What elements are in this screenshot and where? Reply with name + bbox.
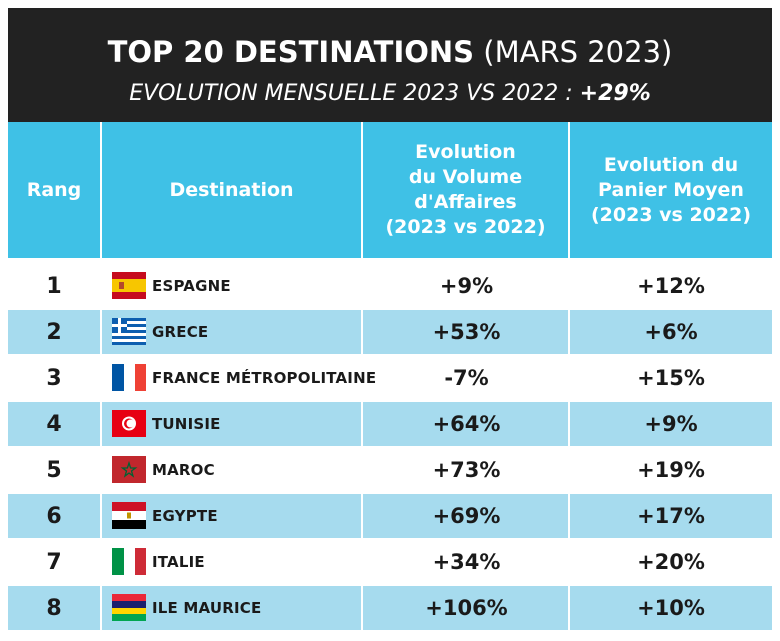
egypt-flag-icon [112, 502, 146, 529]
destination-cell: EGYPTE [152, 507, 218, 525]
header-divider [361, 122, 363, 258]
panier-cell: +15% [637, 366, 705, 390]
volume-cell: -7% [444, 366, 489, 390]
destination-cell: ESPAGNE [152, 277, 231, 295]
table-row: 5 MAROC +73% +19% [8, 448, 772, 492]
title-banner: TOP 20 DESTINATIONS (MARS 2023) EVOLUTIO… [8, 8, 772, 122]
subtitle-value: +29% [579, 81, 651, 106]
destination-cell: TUNISIE [152, 415, 221, 433]
panier-cell: +20% [637, 550, 705, 574]
mauritius-flag-icon [112, 594, 146, 621]
panier-cell: +6% [644, 320, 698, 344]
destination-cell: ITALIE [152, 553, 205, 571]
rank-cell: 2 [46, 319, 62, 345]
greece-flag-icon [112, 318, 146, 345]
volume-cell: +34% [432, 550, 501, 574]
volume-cell: +73% [432, 458, 501, 482]
volume-cell: +69% [432, 504, 501, 528]
tunisia-flag-icon [112, 410, 146, 437]
italy-flag-icon [112, 548, 146, 575]
panier-cell: +10% [637, 596, 705, 620]
header-divider [568, 122, 570, 258]
panier-cell: +12% [637, 274, 705, 298]
page-subtitle: EVOLUTION MENSUELLE 2023 VS 2022 : +29% [8, 81, 772, 107]
rank-cell: 8 [46, 595, 62, 621]
column-header-volume: Evolution du Volume d'Affaires (2023 vs … [385, 141, 546, 238]
rank-cell: 7 [46, 549, 62, 575]
table-row: 3 FRANCE MÉTROPOLITAINE -7% +15% [8, 356, 772, 400]
table-row: 4 TUNISIE +64% +9% [8, 402, 772, 446]
column-header-panier: Evolution du Panier Moyen (2023 vs 2022) [590, 153, 752, 226]
column-header-rank: Rang [26, 178, 82, 201]
panier-cell: +17% [637, 504, 705, 528]
france-flag-icon [112, 364, 146, 391]
subtitle-text: EVOLUTION MENSUELLE 2023 VS 2022 : [129, 81, 573, 106]
panier-cell: +9% [644, 412, 698, 436]
volume-cell: +9% [439, 274, 494, 298]
volume-cell: +64% [432, 412, 501, 436]
volume-cell: +53% [432, 320, 501, 344]
page-title: TOP 20 DESTINATIONS (MARS 2023) [8, 35, 772, 69]
rank-cell: 3 [46, 365, 62, 391]
title-main: TOP 20 DESTINATIONS [107, 35, 475, 69]
volume-cell: +106% [425, 596, 508, 620]
table-row: 7 ITALIE +34% +20% [8, 540, 772, 584]
table-header: Rang Destination Evolution du Volume d'A… [8, 122, 772, 258]
rank-cell: 6 [46, 503, 62, 529]
destination-cell: ILE MAURICE [152, 599, 262, 617]
morocco-flag-icon [112, 456, 146, 483]
table-row: 6 EGYPTE +69% +17% [8, 494, 772, 538]
table-row: 8 ILE MAURICE +106% +10% [8, 586, 772, 630]
table-row: 2 GRECE +53% +6% [8, 310, 772, 354]
title-period: (MARS 2023) [483, 35, 673, 69]
destination-cell: MAROC [152, 461, 215, 479]
rank-cell: 4 [46, 411, 62, 437]
spain-flag-icon [112, 272, 146, 299]
panier-cell: +19% [637, 458, 705, 482]
destination-cell: GRECE [152, 323, 209, 341]
table-row: 1 ESPAGNE +9% +12% [8, 264, 772, 308]
header-divider [100, 122, 102, 258]
column-header-destination: Destination [169, 178, 294, 201]
destination-cell: FRANCE MÉTROPOLITAINE [152, 369, 377, 387]
rank-cell: 5 [46, 457, 62, 483]
rank-cell: 1 [46, 273, 62, 299]
